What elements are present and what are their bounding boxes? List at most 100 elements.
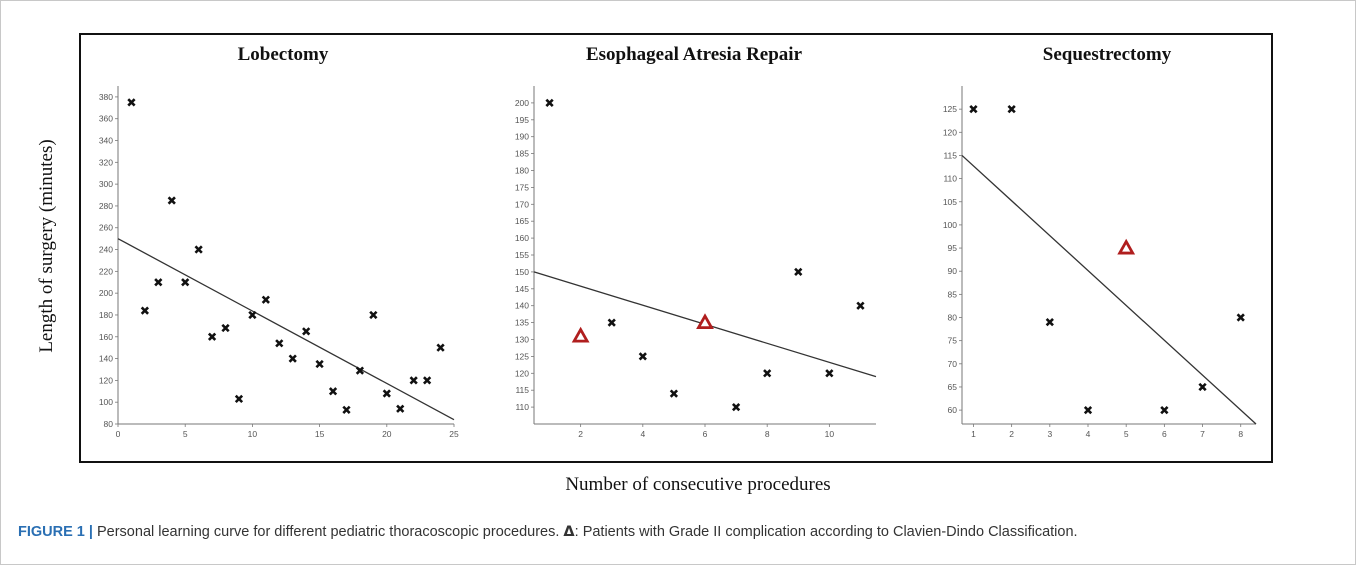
- data-point-cross: [181, 278, 190, 287]
- y-tick-label: 150: [515, 267, 529, 277]
- data-point-cross: [261, 295, 270, 304]
- x-tick-label: 15: [315, 429, 325, 439]
- x-tick-label: 10: [248, 429, 258, 439]
- y-tick-label: 110: [515, 402, 529, 412]
- y-tick-label: 155: [515, 250, 529, 260]
- data-point-cross: [638, 352, 647, 361]
- y-tick-label: 160: [515, 233, 529, 243]
- y-tick-label: 120: [515, 368, 529, 378]
- y-tick-label: 200: [515, 98, 529, 108]
- data-point-cross: [856, 301, 865, 310]
- trend-line: [961, 154, 1257, 425]
- caption-delta-symbol: Δ: [563, 524, 575, 540]
- y-tick-label: 195: [515, 115, 529, 125]
- y-tick-label: 80: [948, 313, 958, 323]
- y-tick-label: 60: [948, 405, 958, 415]
- y-tick-label: 320: [99, 157, 113, 167]
- y-tick-label: 360: [99, 114, 113, 124]
- y-tick-label: 125: [943, 104, 957, 114]
- y-tick-label: 190: [515, 132, 529, 142]
- data-point-cross: [221, 323, 230, 333]
- y-tick-label: 220: [99, 266, 113, 276]
- y-tick-label: 80: [104, 419, 114, 429]
- y-tick-label: 380: [99, 92, 113, 102]
- x-tick-label: 25: [449, 429, 459, 439]
- data-point-cross: [409, 376, 418, 385]
- x-tick-label: 2: [578, 429, 583, 439]
- data-point-cross: [315, 359, 324, 369]
- caption-lead: FIGURE 1 |: [18, 524, 93, 540]
- y-tick-label: 165: [515, 216, 529, 226]
- data-point-cross: [234, 394, 244, 404]
- chart-box: [79, 33, 1273, 463]
- caption-rest: : Patients with Grade II complication ac…: [574, 524, 1078, 540]
- y-tick-label: 170: [515, 199, 529, 209]
- data-point-cross: [194, 245, 203, 254]
- data-point-cross: [1198, 382, 1207, 392]
- x-tick-label: 20: [382, 429, 392, 439]
- y-tick-label: 180: [99, 310, 113, 320]
- y-tick-label: 140: [99, 354, 113, 364]
- y-tick-label: 100: [99, 397, 113, 407]
- x-tick-label: 4: [640, 429, 645, 439]
- y-tick-label: 135: [515, 318, 529, 328]
- complication-triangle: [696, 313, 714, 329]
- data-point-cross: [288, 354, 297, 363]
- y-tick-label: 115: [515, 385, 529, 395]
- y-tick-label: 185: [515, 149, 529, 159]
- data-point-cross: [423, 376, 432, 385]
- data-point-cross: [355, 366, 365, 375]
- y-tick-label: 125: [515, 351, 529, 361]
- x-tick-label: 6: [1162, 429, 1167, 439]
- y-tick-label: 130: [515, 335, 529, 345]
- data-point-cross: [436, 343, 445, 352]
- panel-sequestrectomy: 60 65 70 75 80 85 90 95 100 105 110 115 120 125 1 2 3 4 5 6…: [943, 86, 1257, 439]
- data-point-cross: [607, 318, 616, 327]
- y-tick-label: 95: [948, 243, 958, 253]
- data-point-cross: [275, 339, 284, 348]
- data-point-cross: [1007, 105, 1016, 114]
- y-tick-label: 140: [515, 301, 529, 311]
- x-tick-label: 8: [1238, 429, 1243, 439]
- x-tick-label: 6: [703, 429, 708, 439]
- y-tick-label: 340: [99, 136, 113, 146]
- panel-esophageal-atresia-repair: 110 115 120 125 130 135 140 145 150 155 160 165 170 1…: [515, 86, 877, 439]
- data-point-cross: [763, 369, 772, 378]
- y-tick-label: 65: [948, 382, 958, 392]
- y-tick-label: 105: [943, 197, 957, 207]
- caption-text: Personal learning curve for different pe…: [92, 524, 564, 540]
- y-tick-label: 100: [943, 220, 957, 230]
- data-point-cross: [969, 105, 978, 114]
- data-point-cross: [167, 196, 176, 205]
- complication-triangle: [571, 326, 590, 343]
- y-tick-label: 70: [948, 359, 958, 369]
- y-tick-label: 200: [99, 288, 113, 298]
- data-point-cross: [669, 389, 679, 398]
- data-point-cross: [396, 404, 405, 413]
- figure-caption: FIGURE 1 | Personal learning curve for d…: [18, 524, 1348, 540]
- data-point-cross: [731, 402, 741, 412]
- panel-title-lobectomy: Lobectomy: [238, 44, 329, 65]
- x-tick-label: 7: [1200, 429, 1205, 439]
- y-tick-label: 120: [99, 375, 113, 385]
- panel-title-esophageal: Esophageal Atresia Repair: [586, 44, 803, 65]
- data-point-cross: [1160, 405, 1169, 415]
- x-tick-label: 10: [825, 429, 835, 439]
- data-point-cross: [328, 387, 338, 396]
- y-tick-label: 280: [99, 201, 113, 211]
- x-tick-label: 1: [971, 429, 976, 439]
- y-tick-label: 115: [943, 150, 957, 160]
- y-tick-label: 120: [943, 127, 957, 137]
- y-tick-label: 145: [515, 284, 529, 294]
- y-axis-label: Length of surgery (minutes): [36, 139, 57, 352]
- x-tick-label: 5: [1124, 429, 1129, 439]
- data-point-cross: [127, 98, 136, 107]
- data-point-cross: [140, 306, 149, 315]
- data-point-cross: [545, 98, 554, 108]
- x-tick-label: 2: [1009, 429, 1014, 439]
- y-tick-label: 240: [99, 245, 113, 255]
- data-point-cross: [369, 310, 378, 320]
- x-tick-label: 3: [1047, 429, 1052, 439]
- data-point-cross: [1083, 405, 1093, 415]
